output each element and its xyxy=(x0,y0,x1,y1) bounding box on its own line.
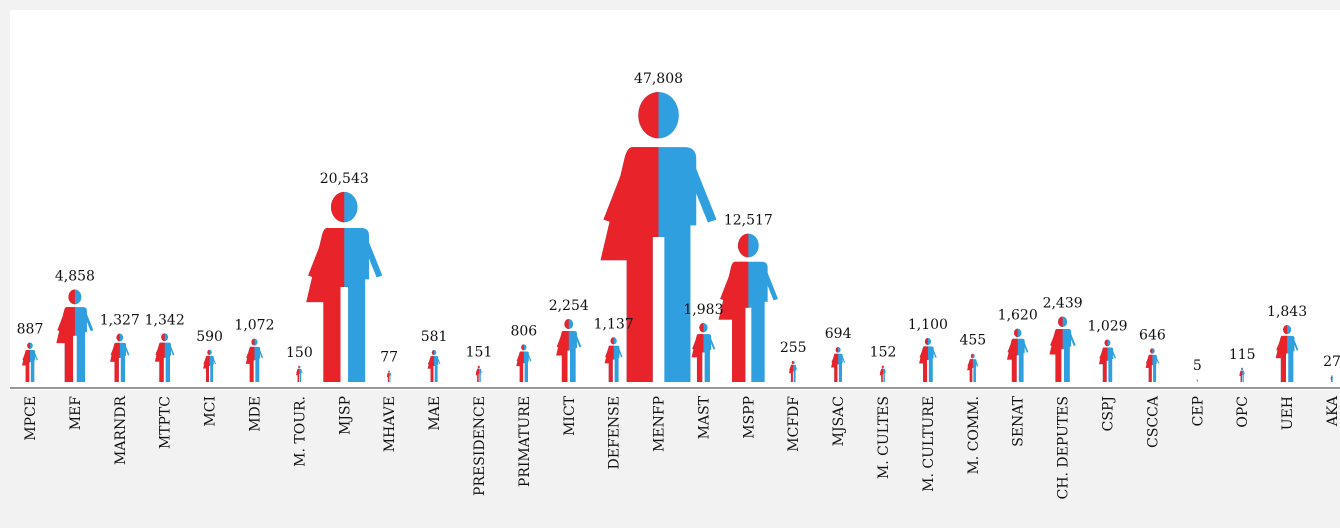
x-tick-label: MJSAC xyxy=(831,396,847,446)
value-label: 590 xyxy=(196,329,223,345)
x-tick-label: CEP xyxy=(1190,396,1206,426)
x-tick-label: MCI xyxy=(203,396,219,427)
value-label: 646 xyxy=(1139,327,1166,343)
x-tick-label: MEF xyxy=(68,396,84,431)
x-tick-label: MCFDF xyxy=(786,396,802,452)
x-tick-label: MAST xyxy=(696,395,712,439)
value-label: 150 xyxy=(286,345,313,361)
value-label: 1,620 xyxy=(998,308,1038,324)
x-tick-label: MAE xyxy=(427,396,443,431)
x-tick-label: MPCE xyxy=(23,396,39,441)
x-tick-label: UEH xyxy=(1280,396,1296,430)
value-label: 1,137 xyxy=(594,316,634,332)
value-label: 806 xyxy=(510,323,537,339)
value-label: 1,100 xyxy=(908,317,948,333)
value-label: 152 xyxy=(870,345,897,361)
x-tick-label: M. TOUR. xyxy=(292,396,308,467)
x-tick-label: MSPP xyxy=(741,396,757,439)
value-label: 1,327 xyxy=(100,313,140,329)
x-tick-label: PRIMATURE xyxy=(517,396,533,487)
x-tick-label: MARNDR xyxy=(113,396,129,465)
value-label: 2,439 xyxy=(1043,295,1083,311)
x-tick-label: CSCCA xyxy=(1145,395,1161,448)
x-tick-label: PRESIDENCE xyxy=(472,396,488,496)
value-label: 1,072 xyxy=(234,318,274,334)
x-tick-label: M. CULTURE xyxy=(921,396,937,492)
value-label: 20,543 xyxy=(320,171,369,187)
value-label: 581 xyxy=(421,329,448,345)
x-tick-label: AKA xyxy=(1325,395,1340,427)
x-tick-label: M. COMM. xyxy=(966,396,982,475)
value-label: 47,808 xyxy=(634,71,683,87)
value-label: 1,843 xyxy=(1267,304,1307,320)
x-tick-label: CSPJ xyxy=(1101,396,1117,431)
x-tick-label: DEFENSE xyxy=(607,396,623,469)
value-label: 2,254 xyxy=(549,298,589,314)
x-tick-label: SENAT xyxy=(1011,395,1027,446)
x-tick-label: CH. DEPUTES xyxy=(1056,396,1072,499)
x-tick-label: OPC xyxy=(1235,396,1251,428)
value-label: 12,517 xyxy=(724,213,773,229)
value-label: 694 xyxy=(825,326,852,342)
x-tick-label: MTPTC xyxy=(158,396,174,449)
x-tick-label: M. CULTES xyxy=(876,396,892,479)
x-tick-label: MJSP xyxy=(337,396,353,435)
x-tick-label: MDE xyxy=(247,396,263,432)
value-label: 151 xyxy=(466,345,493,361)
x-tick-label: MHAVE xyxy=(382,396,398,452)
value-label: 1,983 xyxy=(683,302,723,318)
value-label: 5 xyxy=(1193,358,1202,374)
x-tick-label: MENFP xyxy=(652,396,668,452)
value-label: 4,858 xyxy=(55,269,95,285)
value-label: 887 xyxy=(17,321,44,337)
value-label: 455 xyxy=(959,333,986,349)
value-label: 77 xyxy=(380,349,398,365)
value-label: 1,029 xyxy=(1087,318,1127,334)
value-label: 255 xyxy=(780,340,807,356)
x-tick-label: MICT xyxy=(562,395,578,436)
value-label: 115 xyxy=(1229,347,1256,363)
value-label: 27 xyxy=(1323,354,1340,370)
x-tick-labels-layer: MPCE MEF MARNDR MTPTC MCI MDE M. TOUR. MJSP MHAV… xyxy=(23,395,1340,499)
value-label: 1,342 xyxy=(145,312,185,328)
